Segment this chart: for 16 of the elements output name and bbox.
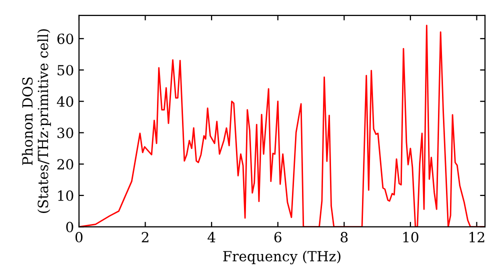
y-tick-label: 60 <box>57 34 74 44</box>
x-tick-label: 2 <box>142 232 148 242</box>
y-tick-label: 0 <box>66 222 74 232</box>
y-tick-label: 10 <box>58 190 74 201</box>
y-tick-label: 30 <box>58 128 74 138</box>
x-axis-title: Frequency (THz) <box>223 250 340 264</box>
y-tick-label: 40 <box>56 96 74 107</box>
x-tick-label: 4 <box>208 232 216 242</box>
x-tick-label: 6 <box>274 232 282 242</box>
y-tick-label: 50 <box>58 64 74 76</box>
x-tick-label: 12 <box>470 232 484 242</box>
x-tick-label: 8 <box>340 232 348 242</box>
y-tick-label: 20 <box>57 159 74 170</box>
x-tick-label: 0 <box>75 232 82 242</box>
y-axis-title: Phonon DOS (States/THz·primitive cell) <box>22 29 51 213</box>
x-tick-label: 10 <box>403 232 418 242</box>
